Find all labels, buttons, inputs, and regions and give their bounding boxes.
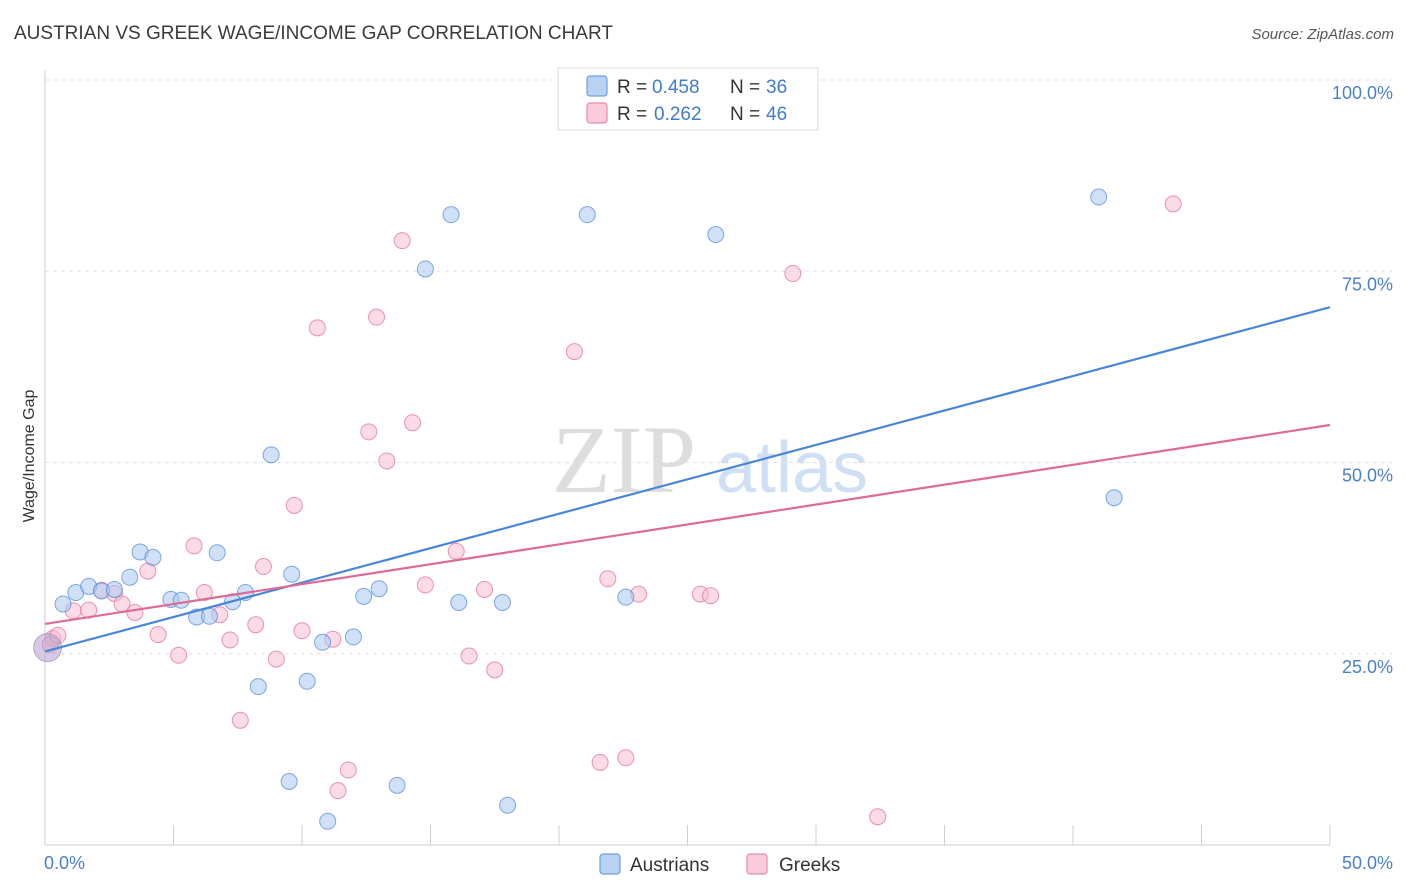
bottom-legend-swatch-austrians xyxy=(599,853,621,875)
point-austrians-25 xyxy=(388,776,406,794)
point-greeks-23 xyxy=(339,761,357,779)
point-greeks-24 xyxy=(360,423,378,441)
point-greeks-29 xyxy=(416,576,434,594)
point-austrians-22 xyxy=(344,628,362,646)
point-austrians-31 xyxy=(578,206,596,224)
point-greeks-26 xyxy=(378,452,396,470)
point-austrians-30 xyxy=(499,796,517,814)
legend-n-label-austrians: N = xyxy=(730,77,760,98)
y-tick-label-25: 25.0% xyxy=(1342,657,1393,677)
point-austrians-4 xyxy=(105,580,123,598)
point-greeks-35 xyxy=(591,753,609,771)
point-austrians-5 xyxy=(121,568,139,586)
point-austrians-33 xyxy=(707,226,725,244)
point-greeks-16 xyxy=(254,558,272,576)
point-austrians-0 xyxy=(54,595,72,613)
point-greeks-17 xyxy=(267,650,285,668)
point-austrians-12 xyxy=(208,544,226,562)
x-tick-label-max: 50.0% xyxy=(1342,853,1393,873)
point-greeks-32 xyxy=(475,580,493,598)
point-austrians-7 xyxy=(144,548,162,566)
watermark-zip: ZIP xyxy=(552,406,696,513)
x-axis-ticks xyxy=(44,825,1331,845)
point-greeks-13 xyxy=(221,631,239,649)
legend-r-label-austrians: R = xyxy=(617,77,647,98)
legend-swatch-greeks xyxy=(586,102,608,124)
trend-lines xyxy=(44,306,1331,653)
y-axis-tick-labels: 25.0% 50.0% 75.0% 100.0% xyxy=(1332,83,1393,677)
point-greeks-14 xyxy=(231,711,249,729)
point-austrians-34 xyxy=(1090,188,1108,206)
point-austrians-23 xyxy=(355,587,373,605)
legend-n-value-greeks: 46 xyxy=(766,104,787,125)
point-austrians-21 xyxy=(319,812,337,830)
bottom-legend-label-greeks: Greeks xyxy=(779,855,840,876)
point-greeks-30 xyxy=(447,542,465,560)
point-greeks-10 xyxy=(185,537,203,555)
y-tick-label-50: 50.0% xyxy=(1342,466,1393,486)
point-austrians-11 xyxy=(200,607,218,625)
gridlines xyxy=(45,79,1392,655)
point-greeks-19 xyxy=(293,622,311,640)
point-greeks-15 xyxy=(247,616,265,634)
point-austrians-17 xyxy=(280,773,298,791)
legend-r-value-greeks: 0.262 xyxy=(654,104,702,125)
point-austrians-18 xyxy=(283,565,301,583)
legend-r-value-austrians: 0.458 xyxy=(652,77,700,98)
point-greeks-11 xyxy=(195,584,213,602)
legend-swatch-austrians xyxy=(586,75,608,97)
point-greeks-20 xyxy=(308,319,326,337)
point-greeks-18 xyxy=(285,496,303,514)
point-greeks-31 xyxy=(460,647,478,665)
point-greeks-37 xyxy=(617,749,635,767)
series-legend: Austrians Greeks xyxy=(599,853,840,876)
point-austrians-19 xyxy=(298,672,316,690)
x-tick-label-min: 0.0% xyxy=(44,853,85,873)
point-austrians-20 xyxy=(314,633,332,651)
point-greeks-22 xyxy=(329,782,347,800)
point-austrians-16 xyxy=(262,446,280,464)
point-greeks-34 xyxy=(565,343,583,361)
point-greeks-9 xyxy=(170,646,188,664)
point-greeks-40 xyxy=(702,587,720,605)
point-austrians-28 xyxy=(450,593,468,611)
bottom-legend-swatch-greeks xyxy=(746,853,768,875)
point-austrians-35 xyxy=(1105,489,1123,507)
y-axis-label: Wage/Income Gap xyxy=(21,390,38,523)
point-greeks-36 xyxy=(599,570,617,588)
point-greeks-43 xyxy=(1164,195,1182,213)
point-austrians-26 xyxy=(416,260,434,278)
point-austrians-29 xyxy=(493,593,511,611)
bottom-legend-label-austrians: Austrians xyxy=(630,855,709,876)
chart-title: AUSTRIAN VS GREEK WAGE/INCOME GAP CORREL… xyxy=(14,23,613,44)
point-austrians-24 xyxy=(370,580,388,598)
point-greeks-8 xyxy=(149,626,167,644)
trend-line-greeks xyxy=(44,423,1331,626)
series-austrians-points xyxy=(33,188,1123,830)
point-greeks-28 xyxy=(404,414,422,432)
point-austrians-27 xyxy=(442,206,460,224)
watermark: ZIP atlas xyxy=(552,406,868,513)
point-greeks-42 xyxy=(869,808,887,826)
point-greeks-33 xyxy=(486,661,504,679)
point-greeks-41 xyxy=(784,265,802,283)
point-austrians-15 xyxy=(249,678,267,696)
point-austrians-9 xyxy=(172,591,190,609)
point-greeks-25 xyxy=(368,308,386,326)
legend-n-value-austrians: 36 xyxy=(766,77,787,98)
y-tick-label-75: 75.0% xyxy=(1342,274,1393,294)
point-greeks-6 xyxy=(126,603,144,621)
watermark-atlas: atlas xyxy=(716,428,868,508)
legend-r-label-greeks: R = xyxy=(617,104,647,125)
stats-legend: R = 0.458 N = 36 R = 0.262 N = 46 xyxy=(557,67,819,131)
point-austrians-32 xyxy=(617,588,635,606)
y-tick-label-100: 100.0% xyxy=(1332,83,1393,103)
trend-line-austrians xyxy=(44,306,1331,653)
chart-source: Source: ZipAtlas.com xyxy=(1251,26,1394,43)
point-greeks-27 xyxy=(393,232,411,250)
legend-n-label-greeks: N = xyxy=(730,104,760,125)
